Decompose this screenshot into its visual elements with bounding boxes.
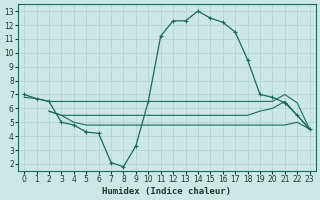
X-axis label: Humidex (Indice chaleur): Humidex (Indice chaleur) (102, 187, 231, 196)
